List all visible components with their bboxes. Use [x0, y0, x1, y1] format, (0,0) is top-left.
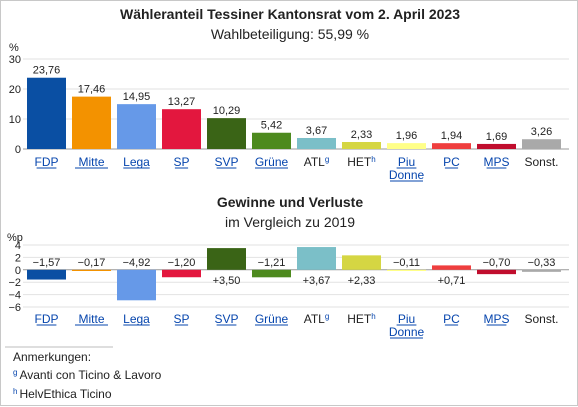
y-axis-label-top: % [9, 42, 19, 54]
data-label: 13,27 [168, 96, 196, 108]
chart-subtitle-changes: im Vergleich zu 2019 [225, 214, 355, 230]
chart-title-changes: Gewinne und Verluste [217, 194, 363, 210]
category-label-mps[interactable]: MPS [483, 312, 509, 326]
category-label-svp[interactable]: SVP [214, 312, 238, 326]
category-label-het: HETh [347, 312, 375, 326]
category-label-lega[interactable]: Lega [123, 312, 150, 326]
change-label: −0,17 [78, 257, 106, 269]
note-h: h HelvEthica Ticino [13, 387, 112, 401]
bar-pc [432, 143, 471, 149]
change-label: −1,21 [258, 257, 286, 269]
change-bar-fdp [27, 269, 66, 280]
y-tick-label: −2 [8, 277, 21, 289]
data-label: 3,26 [531, 126, 552, 138]
y-tick-label: 0 [15, 265, 21, 277]
change-bar-sp [162, 269, 201, 278]
category-label-grüne[interactable]: Grüne [255, 155, 289, 169]
data-label: 5,42 [261, 120, 282, 132]
y-axis-label-bottom: %p [7, 232, 23, 244]
change-label: −0,70 [483, 257, 511, 269]
category-label-atl: ATLg [304, 312, 330, 326]
data-label: 10,29 [213, 105, 241, 117]
change-label: −0,11 [393, 257, 420, 269]
change-bar-atl [297, 247, 336, 270]
bar-grüne [252, 132, 291, 149]
note-g: g Avanti con Ticino & Lavoro [13, 368, 162, 382]
category-label-piu-donne[interactable]: Piu [398, 312, 415, 326]
change-label: +0,71 [438, 275, 466, 287]
category-label-pc[interactable]: PC [443, 312, 460, 326]
change-bar-pc [432, 265, 471, 270]
bar-mitte [72, 96, 111, 149]
data-label: 1,69 [486, 131, 507, 143]
change-label: +3,50 [213, 275, 241, 287]
bar-fdp [27, 77, 66, 149]
bar-atl [297, 137, 336, 149]
bar-het [342, 142, 381, 149]
change-bar-mps [477, 269, 516, 275]
category-label-fdp[interactable]: FDP [35, 312, 59, 326]
y-tick-label: 10 [9, 114, 21, 126]
y-tick-label: 0 [15, 144, 21, 156]
category-label-het: HETh [347, 155, 375, 169]
change-label: −1,57 [33, 257, 61, 269]
bar-sp [162, 109, 201, 149]
y-tick-label: 20 [9, 84, 21, 96]
change-label: −0,33 [528, 257, 556, 269]
y-tick-label: −6 [8, 302, 21, 314]
bar-sonst. [522, 139, 561, 149]
chart-title: Wähleranteil Tessiner Kantonsrat vom 2. … [120, 6, 460, 22]
data-label: 3,67 [306, 125, 327, 137]
change-bar-lega [117, 269, 156, 301]
category-label-sp[interactable]: SP [173, 312, 189, 326]
category-label-mps[interactable]: MPS [483, 155, 509, 169]
category-label-grüne[interactable]: Grüne [255, 312, 289, 326]
category-label-lega[interactable]: Lega [123, 155, 150, 169]
category-label-sonst.: Sonst. [524, 155, 558, 169]
change-bar-piu-donne [387, 269, 426, 271]
notes-heading: Anmerkungen: [13, 350, 91, 364]
change-bar-mitte [72, 269, 111, 271]
y-tick-label: 30 [9, 54, 21, 66]
y-tick-label: 4 [15, 240, 21, 252]
bar-mps [477, 143, 516, 149]
category-label-mitte[interactable]: Mitte [78, 155, 104, 169]
bar-svp [207, 118, 246, 149]
data-label: 2,33 [351, 129, 372, 141]
change-label: +2,33 [348, 275, 376, 287]
data-label: 23,76 [33, 65, 61, 77]
change-bar-svp [207, 248, 246, 270]
category-label-mitte[interactable]: Mitte [78, 312, 104, 326]
data-label: 17,46 [78, 84, 106, 96]
chart-subtitle: Wahlbeteiligung: 55,99 % [211, 26, 369, 42]
category-label-svp[interactable]: SVP [214, 155, 238, 169]
change-label: −1,20 [168, 257, 196, 269]
category-label-sonst.: Sonst. [524, 312, 558, 326]
data-label: 14,95 [123, 91, 151, 103]
bar-piu-donne [387, 143, 426, 149]
bar-lega [117, 104, 156, 149]
data-label: 1,96 [396, 130, 417, 142]
category-label-fdp[interactable]: FDP [35, 155, 59, 169]
y-tick-label: 2 [15, 252, 21, 264]
data-label: 1,94 [441, 130, 462, 142]
change-bar-grüne [252, 269, 291, 278]
change-bar-sonst. [522, 269, 561, 272]
category-label-piu-donne[interactable]: Donne [389, 325, 425, 339]
y-tick-label: −4 [8, 290, 21, 302]
category-label-sp[interactable]: SP [173, 155, 189, 169]
category-label-piu-donne[interactable]: Donne [389, 168, 425, 182]
change-bar-het [342, 255, 381, 270]
change-label: −4,92 [123, 257, 151, 269]
category-label-pc[interactable]: PC [443, 155, 460, 169]
change-label: +3,67 [303, 275, 331, 287]
category-label-piu-donne[interactable]: Piu [398, 155, 415, 169]
category-label-atl: ATLg [304, 155, 330, 169]
